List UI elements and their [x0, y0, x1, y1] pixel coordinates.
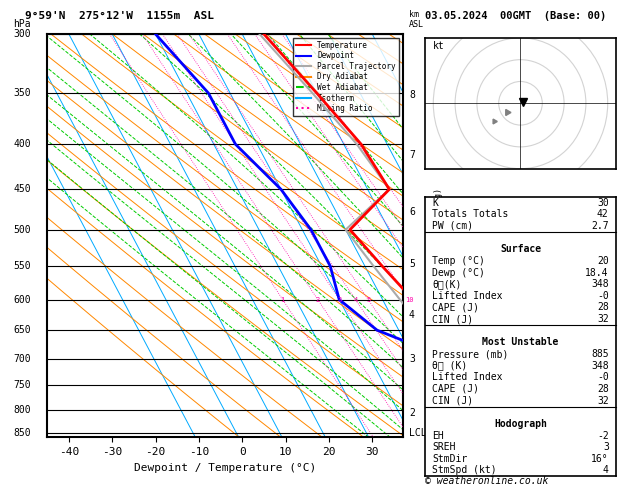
Text: Surface: Surface [500, 244, 541, 254]
Text: 4: 4 [409, 310, 415, 320]
Text: Hodograph: Hodograph [494, 419, 547, 429]
Text: 2: 2 [409, 408, 415, 417]
Text: 300: 300 [14, 29, 31, 39]
Text: 6: 6 [409, 208, 415, 217]
Text: θᴄ(K): θᴄ(K) [432, 279, 462, 289]
Text: -0: -0 [597, 372, 609, 382]
Text: CIN (J): CIN (J) [432, 396, 474, 406]
Text: 42: 42 [597, 209, 609, 219]
Text: hPa: hPa [14, 19, 31, 29]
Text: StmDir: StmDir [432, 454, 467, 464]
Text: © weatheronline.co.uk: © weatheronline.co.uk [425, 476, 548, 486]
Text: Pressure (mb): Pressure (mb) [432, 349, 509, 359]
Text: 5: 5 [409, 259, 415, 269]
Text: 4: 4 [603, 466, 609, 475]
Text: 400: 400 [14, 139, 31, 149]
Text: 600: 600 [14, 295, 31, 305]
Legend: Temperature, Dewpoint, Parcel Trajectory, Dry Adiabat, Wet Adiabat, Isotherm, Mi: Temperature, Dewpoint, Parcel Trajectory… [292, 38, 399, 116]
Text: 750: 750 [14, 380, 31, 390]
Text: 3: 3 [409, 353, 415, 364]
Text: Lifted Index: Lifted Index [432, 291, 503, 301]
Text: 3: 3 [603, 442, 609, 452]
Text: 16°: 16° [591, 454, 609, 464]
Text: 885: 885 [591, 349, 609, 359]
Text: km
ASL: km ASL [409, 10, 424, 29]
Text: K: K [432, 198, 438, 208]
Text: 350: 350 [14, 88, 31, 98]
Text: Mixing Ratio (g/kg): Mixing Ratio (g/kg) [433, 188, 443, 283]
Text: 500: 500 [14, 225, 31, 235]
Text: θᴄ (K): θᴄ (K) [432, 361, 467, 371]
Text: 850: 850 [14, 428, 31, 438]
Text: 800: 800 [14, 405, 31, 415]
Text: 650: 650 [14, 325, 31, 335]
Text: 1: 1 [281, 296, 285, 302]
Text: LCL: LCL [409, 428, 426, 438]
Text: 550: 550 [14, 261, 31, 271]
Text: StmSpd (kt): StmSpd (kt) [432, 466, 497, 475]
Text: 7: 7 [409, 150, 415, 159]
X-axis label: Dewpoint / Temperature (°C): Dewpoint / Temperature (°C) [134, 463, 316, 473]
Text: 2.7: 2.7 [591, 221, 609, 231]
Text: 4: 4 [353, 296, 357, 302]
Text: PW (cm): PW (cm) [432, 221, 474, 231]
Text: 700: 700 [14, 353, 31, 364]
Text: 18.4: 18.4 [585, 267, 609, 278]
Text: Most Unstable: Most Unstable [482, 337, 559, 347]
Text: 2: 2 [316, 296, 320, 302]
Text: 348: 348 [591, 361, 609, 371]
Text: CIN (J): CIN (J) [432, 314, 474, 324]
Text: 30: 30 [597, 198, 609, 208]
Text: 28: 28 [597, 302, 609, 312]
Text: 3: 3 [337, 296, 342, 302]
Text: kt: kt [433, 41, 445, 51]
Text: -0: -0 [597, 291, 609, 301]
Text: 5: 5 [366, 296, 370, 302]
Text: 10: 10 [405, 296, 414, 302]
Text: 32: 32 [597, 396, 609, 406]
Text: CAPE (J): CAPE (J) [432, 384, 479, 394]
Text: Dewp (°C): Dewp (°C) [432, 267, 485, 278]
Text: Temp (°C): Temp (°C) [432, 256, 485, 266]
Text: 03.05.2024  00GMT  (Base: 00): 03.05.2024 00GMT (Base: 00) [425, 11, 606, 21]
Text: Lifted Index: Lifted Index [432, 372, 503, 382]
Text: 450: 450 [14, 184, 31, 194]
Text: 20: 20 [597, 256, 609, 266]
Text: Totals Totals: Totals Totals [432, 209, 509, 219]
Text: 32: 32 [597, 314, 609, 324]
Text: -2: -2 [597, 431, 609, 440]
Text: 8: 8 [409, 90, 415, 100]
Text: 9°59'N  275°12'W  1155m  ASL: 9°59'N 275°12'W 1155m ASL [25, 11, 214, 21]
Text: 348: 348 [591, 279, 609, 289]
Text: EH: EH [432, 431, 444, 440]
Text: SREH: SREH [432, 442, 456, 452]
Text: CAPE (J): CAPE (J) [432, 302, 479, 312]
Text: 28: 28 [597, 384, 609, 394]
